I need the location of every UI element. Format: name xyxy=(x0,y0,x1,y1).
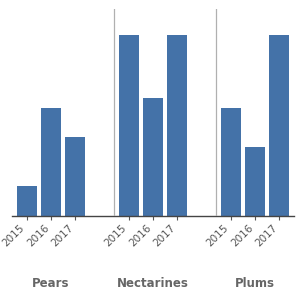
Bar xyxy=(167,34,187,216)
Bar xyxy=(269,34,290,216)
Bar xyxy=(245,147,265,216)
Bar xyxy=(16,186,37,216)
Bar xyxy=(221,108,241,216)
Bar xyxy=(119,34,139,216)
Bar xyxy=(143,98,163,216)
Bar xyxy=(65,137,85,216)
Bar xyxy=(41,108,61,216)
